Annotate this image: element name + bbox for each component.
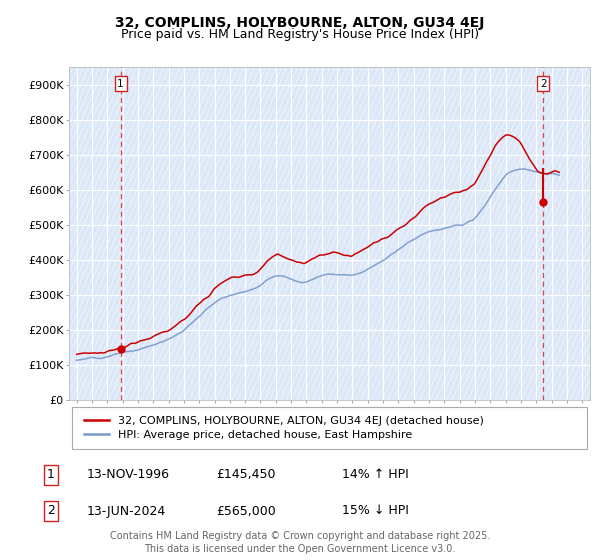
- Text: £565,000: £565,000: [216, 505, 276, 517]
- Text: Price paid vs. HM Land Registry's House Price Index (HPI): Price paid vs. HM Land Registry's House …: [121, 28, 479, 41]
- Text: 13-JUN-2024: 13-JUN-2024: [87, 505, 166, 517]
- Text: £145,450: £145,450: [216, 468, 275, 481]
- Text: 1: 1: [47, 468, 55, 481]
- Text: 15% ↓ HPI: 15% ↓ HPI: [342, 505, 409, 517]
- Text: 14% ↑ HPI: 14% ↑ HPI: [342, 468, 409, 481]
- FancyBboxPatch shape: [71, 407, 587, 449]
- Legend: 32, COMPLINS, HOLYBOURNE, ALTON, GU34 4EJ (detached house), HPI: Average price, : 32, COMPLINS, HOLYBOURNE, ALTON, GU34 4E…: [80, 411, 488, 445]
- Text: 2: 2: [47, 505, 55, 517]
- Text: Contains HM Land Registry data © Crown copyright and database right 2025.
This d: Contains HM Land Registry data © Crown c…: [110, 531, 490, 554]
- Text: 13-NOV-1996: 13-NOV-1996: [87, 468, 170, 481]
- Text: 1: 1: [118, 79, 124, 89]
- Text: 2: 2: [540, 79, 547, 89]
- Text: 32, COMPLINS, HOLYBOURNE, ALTON, GU34 4EJ: 32, COMPLINS, HOLYBOURNE, ALTON, GU34 4E…: [115, 16, 485, 30]
